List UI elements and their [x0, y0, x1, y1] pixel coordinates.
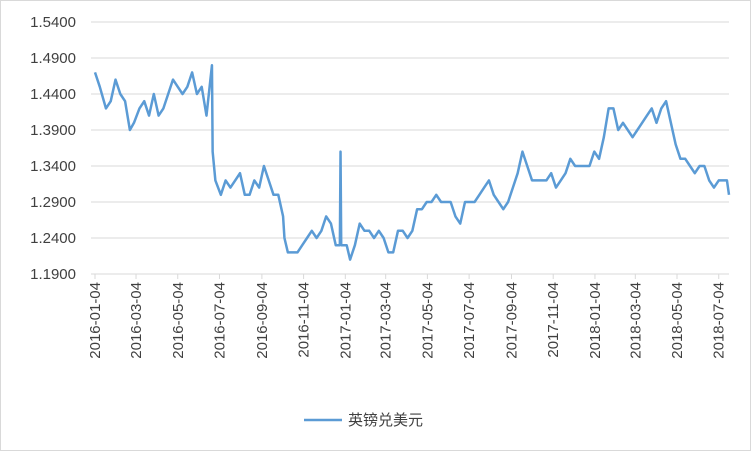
y-tick-label: 1.2400 [30, 230, 76, 247]
y-tick-label: 1.5400 [30, 14, 76, 31]
x-tick-label: 2016-05-04 [170, 282, 187, 359]
legend-label: 英镑兑美元 [348, 411, 423, 429]
y-tick-label: 1.4400 [30, 86, 76, 103]
y-tick-label: 1.1900 [30, 266, 76, 283]
y-tick-label: 1.3400 [30, 158, 76, 175]
x-tick-label: 2018-03-04 [627, 282, 644, 359]
x-tick-label: 2016-03-04 [128, 282, 145, 359]
x-tick-label: 2016-01-04 [87, 282, 104, 359]
y-tick-label: 1.4900 [30, 50, 76, 67]
x-tick-label: 2018-01-04 [587, 282, 604, 359]
x-tick-label: 2016-07-04 [211, 282, 228, 359]
y-tick-label: 1.2900 [30, 194, 76, 211]
x-tick-label: 2017-07-04 [461, 282, 478, 359]
x-tick-label: 2017-03-04 [378, 282, 395, 359]
x-tick-label: 2017-11-04 [545, 282, 562, 358]
x-tick-label: 2016-11-04 [296, 282, 313, 358]
x-tick-label: 2018-05-04 [669, 282, 686, 359]
x-tick-label: 2017-05-04 [419, 282, 436, 359]
x-tick-label: 2017-09-04 [504, 282, 521, 359]
x-tick-label: 2017-01-04 [337, 282, 354, 359]
y-tick-label: 1.3900 [30, 122, 76, 139]
x-tick-label: 2016-09-04 [254, 282, 271, 359]
data-line [93, 63, 731, 261]
x-tick-label: 2018-07-04 [711, 282, 728, 359]
